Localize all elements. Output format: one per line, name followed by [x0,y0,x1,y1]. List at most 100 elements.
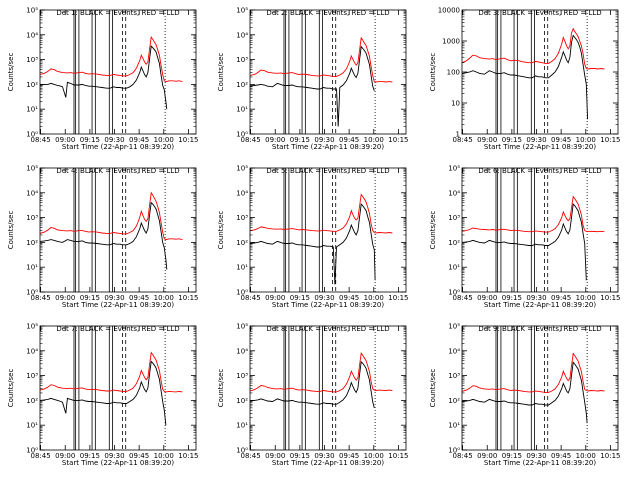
plot-frame [249,167,407,293]
y-axis-label: Counts/sec [7,211,15,250]
x-tick-label: 09:45 [339,452,359,460]
x-tick-label: 08:45 [241,294,261,302]
panel-title: Det 8: BLACK = Events, RED = LLD [266,325,389,333]
events-series-line [40,45,168,110]
x-tick-label: 10:15 [600,452,620,460]
y-tick-label: 10¹ [26,264,38,272]
x-tick-label: 08:45 [241,136,261,144]
lld-series-line [40,191,183,241]
x-tick-label: 10:15 [388,136,408,144]
x-tick-label: 09:30 [104,452,124,460]
lld-series-line [250,352,393,393]
x-tick-label: 09:30 [526,136,546,144]
y-tick-label: 10⁴ [236,31,248,39]
y-tick-label: 10¹ [26,106,38,114]
y-tick-label: 10⁴ [26,189,38,197]
y-tick-label: 10⁵ [236,7,248,15]
x-axis-label: Start Time (22-Apr-11 08:39:20) [62,301,174,309]
plot-frame [249,9,407,135]
x-tick-label: 09:45 [551,452,571,460]
y-tick-label: 1 [456,131,460,139]
events-series-line [250,203,376,285]
detector-panel: Det 4: BLACK = Events, RED = LLD 10⁰ 10¹ 10… [7,165,198,310]
x-tick-label: 10:15 [178,452,198,460]
y-tick-label: 10 [451,100,460,108]
x-tick-label: 09:45 [551,136,571,144]
x-tick-label: 08:45 [31,452,51,460]
lld-series-line [462,195,605,233]
y-axis-label: Counts/sec [7,369,15,408]
y-axis-label: Counts/sec [429,369,437,408]
detector-panel: Det 7: BLACK = Events, RED = LLD 10⁰ 10¹ 10… [7,323,198,468]
lld-series-line [40,351,183,393]
y-tick-label: 10⁰ [236,447,248,455]
plot-frame [249,325,407,451]
plot-frame [461,325,619,451]
x-tick-label: 09:30 [104,136,124,144]
y-tick-label: 100 [447,69,460,77]
x-tick-label: 09:00 [265,452,285,460]
events-series-line [250,360,375,409]
x-tick-label: 09:45 [129,452,149,460]
x-tick-label: 10:15 [178,136,198,144]
y-tick-label: 10² [448,397,460,405]
x-tick-label: 09:00 [265,294,285,302]
y-tick-label: 10⁵ [448,323,460,331]
x-axis-label: Start Time (22-Apr-11 08:39:20) [272,459,384,467]
y-tick-label: 10² [26,397,38,405]
y-tick-label: 10⁵ [26,165,38,173]
x-tick-label: 09:45 [339,136,359,144]
x-tick-label: 10:00 [364,294,384,302]
x-axis-label: Start Time (22-Apr-11 08:39:20) [62,143,174,151]
y-tick-label: 10² [236,81,248,89]
y-tick-label: 10000 [438,7,460,15]
y-tick-label: 10¹ [236,264,248,272]
x-tick-label: 09:15 [290,452,310,460]
y-tick-label: 10² [236,397,248,405]
x-tick-label: 09:45 [339,294,359,302]
y-tick-label: 10⁰ [26,131,38,139]
panel-title: Det 6: BLACK = Events, RED = LLD [478,167,601,175]
y-tick-label: 10² [26,239,38,247]
x-tick-label: 09:00 [477,294,497,302]
x-tick-label: 09:30 [314,452,334,460]
x-tick-label: 09:30 [104,294,124,302]
x-axis-label: Start Time (22-Apr-11 08:39:20) [272,301,384,309]
x-tick-label: 09:00 [55,294,75,302]
x-tick-label: 09:15 [80,294,100,302]
x-tick-label: 09:15 [80,136,100,144]
detector-panel: Det 8: BLACK = Events, RED = LLD 10⁰ 10¹ 10… [217,323,408,468]
x-axis-label: Start Time (22-Apr-11 08:39:20) [484,143,596,151]
x-tick-label: 10:00 [576,136,596,144]
x-tick-label: 09:15 [502,136,522,144]
x-tick-label: 09:30 [314,136,334,144]
x-tick-label: 09:00 [55,452,75,460]
panel-title: Det 3: BLACK = Events, RED = LLD [478,9,601,17]
x-tick-label: 09:45 [129,294,149,302]
y-tick-label: 10³ [236,372,248,380]
x-axis-label: Start Time (22-Apr-11 08:39:20) [484,301,596,309]
y-tick-label: 10⁴ [26,347,38,355]
panel-title: Det 7: BLACK = Events, RED = LLD [56,325,179,333]
y-tick-label: 10¹ [448,422,460,430]
x-axis-label: Start Time (22-Apr-11 08:39:20) [62,459,174,467]
x-tick-label: 10:00 [364,136,384,144]
x-tick-label: 08:45 [453,452,473,460]
x-tick-label: 09:45 [551,294,571,302]
y-tick-label: 10¹ [236,106,248,114]
y-tick-label: 10² [448,239,460,247]
x-tick-label: 08:45 [453,294,473,302]
y-tick-label: 10³ [26,56,38,64]
y-tick-label: 10³ [448,214,460,222]
events-series-line [462,34,589,120]
panel-title: Det 2: BLACK = Events, RED = LLD [266,9,389,17]
detector-panel: Det 1: BLACK = Events, RED = LLD 10⁰ 10¹ 10… [7,7,198,152]
y-axis-label: Counts/sec [217,53,225,92]
plot-frame [461,167,619,293]
x-tick-label: 09:30 [526,452,546,460]
x-tick-label: 08:45 [241,452,261,460]
y-tick-label: 10⁰ [26,289,38,297]
y-tick-label: 10⁵ [26,323,38,331]
x-tick-label: 10:00 [576,452,596,460]
